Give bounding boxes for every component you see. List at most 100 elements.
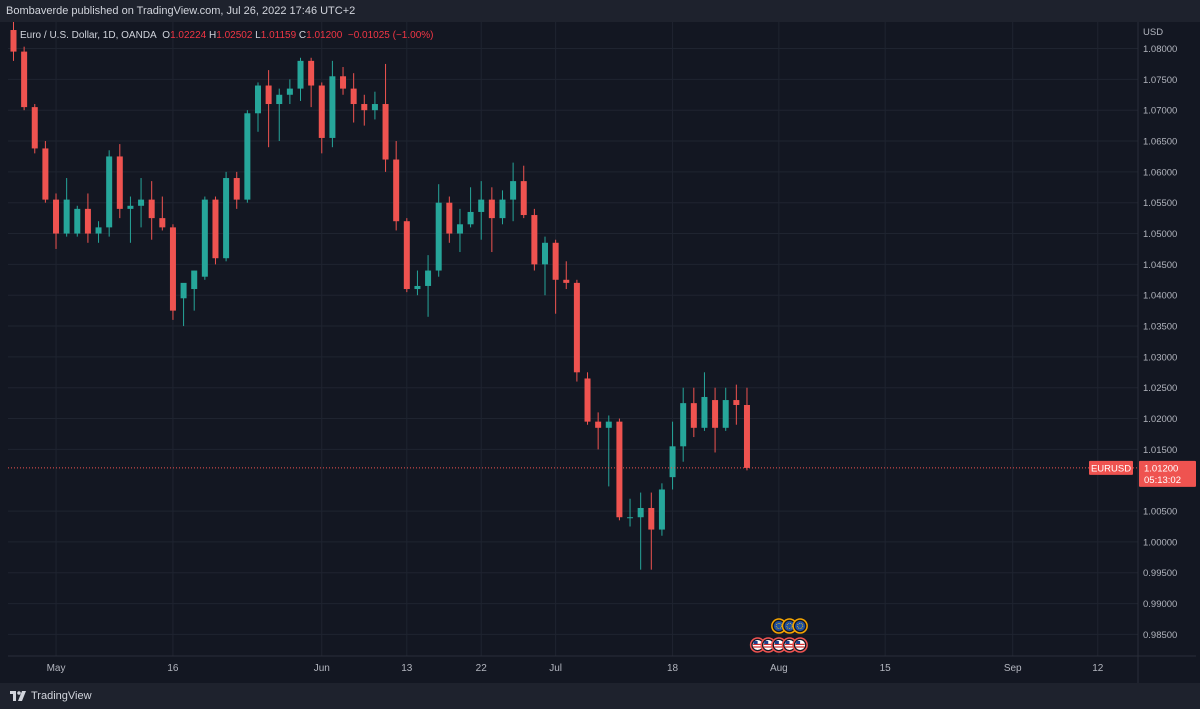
candle-body [478,199,485,212]
ticker-tag [1089,460,1133,475]
candle-body [743,404,750,468]
candle-body [637,507,644,518]
candle-body [712,400,719,428]
y-tick-label: 1.03500 [1143,322,1177,333]
candle-body [138,199,145,206]
publisher-text: Bombaverde published on TradingView.com,… [6,5,356,17]
candle-body [340,76,347,89]
x-tick-label: Jul [549,663,562,674]
open-value: 1.02224 [170,30,207,41]
candle-body [223,178,230,259]
high-label: H [209,30,217,41]
eu-flag-icon[interactable] [792,618,808,634]
candle-body [403,221,410,290]
candle-body [63,199,70,234]
candle-body [722,400,729,428]
candle-body [10,30,17,52]
y-tick-label: 1.05000 [1143,229,1177,240]
candle-body [191,270,198,290]
y-tick-label: 1.00000 [1143,537,1177,548]
candle-body [425,270,432,286]
symbol-name: Euro / U.S. Dollar, 1D, OANDA [20,30,157,41]
y-tick-label: 0.99500 [1143,568,1177,579]
candle-body [371,104,378,111]
candle-body [318,85,325,138]
candle-body [169,227,176,311]
candle-body [605,421,612,428]
candle-body [276,94,283,105]
candle-body [446,202,453,234]
x-tick-label: 13 [401,663,413,674]
candle-body [733,400,740,405]
us-flag-icon[interactable] [749,637,766,653]
candle-body [648,507,655,530]
close-label: C [298,30,307,41]
candle-body [233,178,240,200]
candle-body [658,489,665,530]
candle-body [350,88,357,105]
x-tick-label: 18 [667,663,679,674]
candle-body [488,199,495,219]
low-value: 1.01159 [260,30,297,41]
candle-body [74,208,81,234]
y-tick-label: 1.08000 [1143,44,1177,55]
candle-body [84,208,91,234]
candle-body [393,159,400,222]
ticker-label: EURUSD [1091,463,1131,474]
y-tick-label: 1.07500 [1143,75,1177,86]
candle-body [53,199,60,234]
candle-body [499,199,506,219]
candle-body [435,202,442,271]
tradingview-icon [10,691,26,701]
x-tick-label: Sep [1004,663,1022,674]
y-tick-label: 0.99000 [1143,599,1177,610]
eu-flag-icon[interactable] [781,618,798,634]
y-tick-label: 0.98500 [1143,630,1177,641]
candle-body [616,421,623,518]
candlestick-chart[interactable]: 1.08000 1.07500 1.07000 1.06500 1.06000 1.055… [8,22,1196,683]
y-tick-label: 1.06500 [1143,137,1177,148]
candle-body [159,218,166,228]
y-tick-label: 1.02000 [1143,414,1177,425]
candle-body [584,378,591,422]
candle-body [180,282,187,299]
tradingview-logo[interactable]: TradingView [10,690,92,702]
candle-body [106,156,113,228]
high-value: 1.02502 [216,30,253,41]
candle-body [531,215,538,265]
candle-body [595,421,602,428]
candle-body [552,242,559,280]
us-flag-icon[interactable] [760,637,776,653]
candle-body [244,113,251,200]
us-flag-icon[interactable] [792,637,808,653]
candle-body [690,403,697,428]
x-tick-label: 15 [880,663,892,674]
x-tick-label: 12 [1092,663,1104,674]
candle-body [329,76,336,138]
x-tick-label: Aug [770,663,788,674]
candle-body [95,227,102,234]
candle-body [510,181,517,200]
candle-body [680,403,687,447]
y-tick-label: 1.00500 [1143,507,1177,518]
x-tick-label: 22 [476,663,488,674]
candle-body [563,279,570,283]
low-label: L [255,30,261,41]
candle-body [148,199,155,219]
close-value: 1.01200 [306,30,343,41]
candle-body [456,224,463,234]
last-price-label: 1.01200 [1144,463,1178,474]
candle-body [21,51,28,108]
last-price-tag [1139,460,1196,487]
candle-body [308,60,315,86]
ohlc-legend: Euro / U.S. Dollar, 1D, OANDA O1.02224 H… [20,30,434,41]
candle-body [127,205,134,209]
x-tick-label: Jun [314,663,330,674]
candle-body [254,85,261,114]
candle-body [467,211,474,225]
candle-body [669,446,676,478]
candle-body [201,199,208,277]
y-tick-label: 1.02500 [1143,383,1177,394]
publisher-bar: Bombaverde published on TradingView.com,… [0,0,1200,22]
candle-body [31,107,38,149]
